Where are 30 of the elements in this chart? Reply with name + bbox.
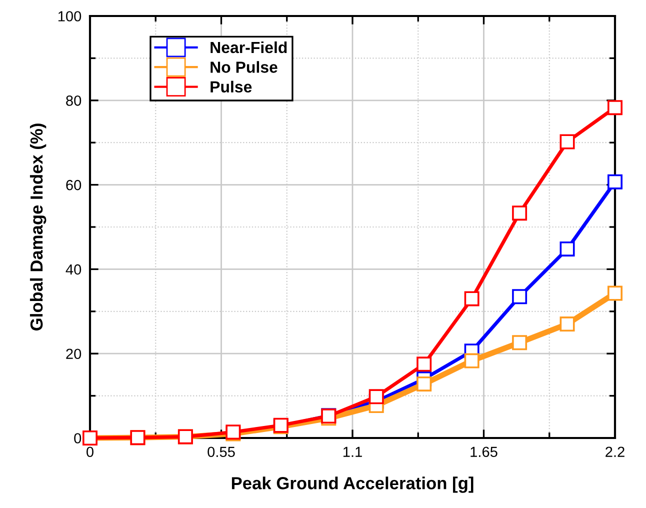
point [464,353,480,368]
y-axis-title: Global Damage Index (%) [30,124,46,330]
point [512,289,528,304]
point [464,291,480,306]
x-tick-label: 2.2 [606,446,624,457]
x-tick-label: 1.65 [470,446,498,458]
legend-label: Pulse [210,80,252,93]
x-tick-label: 1.1 [343,446,362,457]
point [560,241,575,256]
x-axis-title: Peak Ground Acceleration [g] [232,476,474,493]
x-tick-label: 0.55 [208,446,235,458]
point [416,376,432,392]
legend-label: No Pulse [210,61,278,73]
point [608,286,622,301]
y-tick-label: 0 [74,433,82,444]
point [560,316,575,332]
point [416,356,432,372]
point [560,134,575,150]
point [512,206,528,221]
point [608,100,622,116]
point [512,335,528,350]
y-tick-label: 100 [58,11,82,22]
point [368,389,384,404]
x-tick-label: 0 [86,446,94,458]
y-tick-label: 40 [66,264,82,275]
legend-label: Near-Field [210,41,287,54]
point [608,174,622,190]
y-tick-label: 80 [66,96,82,106]
y-tick-label: 20 [66,348,82,360]
y-tick-label: 60 [66,180,82,190]
